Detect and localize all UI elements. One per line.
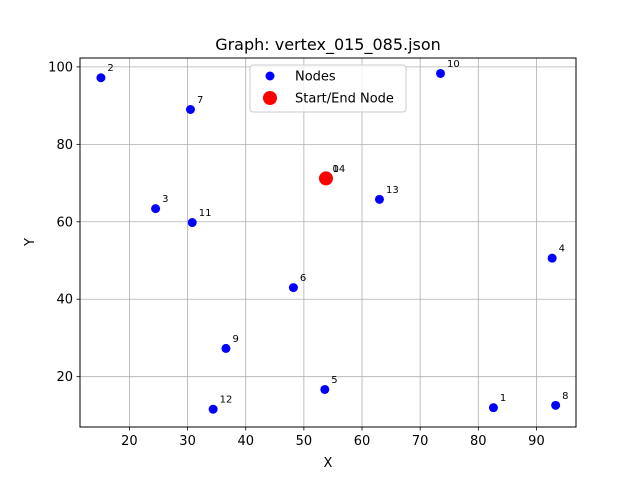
node-label: 4 bbox=[559, 244, 565, 255]
legend-start-end-label: Start/End Node bbox=[295, 92, 394, 107]
legend-box bbox=[249, 64, 407, 113]
x-tick-label: 40 bbox=[237, 434, 254, 449]
node-label: 7 bbox=[197, 95, 203, 106]
node-label: 3 bbox=[162, 194, 168, 205]
y-tick-label: 60 bbox=[56, 215, 73, 230]
y-tick-label: 100 bbox=[48, 60, 73, 75]
chart-title: Graph: vertex_015_085.json bbox=[215, 35, 441, 55]
node-point bbox=[187, 218, 197, 228]
legend-nodes-label: Nodes bbox=[295, 70, 336, 85]
node-point bbox=[320, 384, 330, 394]
y-tick-label: 80 bbox=[56, 138, 73, 153]
legend: Nodes Start/End Node bbox=[249, 64, 407, 113]
node-label: 8 bbox=[562, 391, 568, 402]
legend-nodes-marker bbox=[265, 71, 275, 81]
node-label: 2 bbox=[107, 63, 113, 74]
node-point bbox=[151, 204, 161, 214]
node-point bbox=[374, 194, 384, 204]
node-label: 14 bbox=[332, 164, 345, 175]
data-points bbox=[96, 68, 561, 414]
x-tick-label: 90 bbox=[528, 434, 545, 449]
x-tick-label: 60 bbox=[354, 434, 371, 449]
x-tick-label: 50 bbox=[296, 434, 313, 449]
x-tick-label: 20 bbox=[121, 434, 138, 449]
node-point bbox=[488, 403, 498, 413]
node-label: 6 bbox=[300, 273, 306, 284]
plot-frame bbox=[79, 57, 577, 428]
node-point bbox=[288, 283, 298, 293]
x-axis-ticks: 20 30 40 50 60 70 80 90 bbox=[121, 427, 545, 449]
node-label: 13 bbox=[386, 185, 399, 196]
legend-start-end-marker bbox=[263, 91, 277, 105]
node-point bbox=[551, 400, 561, 410]
y-tick-label: 40 bbox=[56, 293, 73, 308]
x-axis-label: X bbox=[324, 456, 333, 471]
y-axis-label: Y bbox=[23, 238, 38, 247]
x-tick-label: 80 bbox=[470, 434, 487, 449]
node-label: 10 bbox=[447, 59, 460, 70]
grid bbox=[80, 58, 576, 427]
node-label: 0 bbox=[332, 164, 338, 175]
node-point bbox=[96, 73, 106, 83]
node-point bbox=[436, 68, 446, 78]
node-label: 12 bbox=[220, 395, 233, 406]
x-tick-label: 30 bbox=[179, 434, 196, 449]
node-label: 9 bbox=[232, 334, 238, 345]
node-label: 5 bbox=[331, 375, 337, 386]
node-label: 11 bbox=[199, 208, 212, 219]
node-point bbox=[208, 404, 218, 414]
y-axis-ticks: 20 40 60 80 100 bbox=[48, 60, 80, 385]
node-point bbox=[221, 343, 231, 353]
x-tick-label: 70 bbox=[412, 434, 429, 449]
node-label: 1 bbox=[500, 393, 506, 404]
node-point bbox=[185, 104, 195, 114]
start-end-node-point bbox=[318, 171, 333, 186]
y-tick-label: 20 bbox=[56, 370, 73, 385]
node-point bbox=[547, 253, 557, 263]
